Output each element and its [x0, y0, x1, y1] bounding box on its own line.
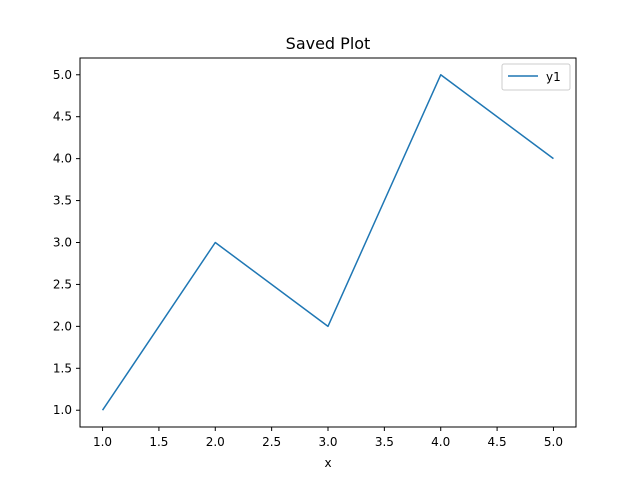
- legend-box: [501, 63, 571, 91]
- x-tick-label: 3.0: [318, 435, 337, 449]
- y-tick-label: 1.5: [53, 361, 72, 375]
- x-tick-label: 5.0: [544, 435, 563, 449]
- y-tick-label: 2.0: [53, 319, 72, 333]
- y-tick-label: 4.0: [53, 152, 72, 166]
- x-tick-label: 1.5: [149, 435, 168, 449]
- y-tick-label: 5.0: [53, 68, 72, 82]
- y-tick-label: 3.0: [53, 236, 72, 250]
- x-tick-label: 4.5: [488, 435, 507, 449]
- x-tick-label: 4.0: [431, 435, 450, 449]
- x-axis-label: x: [324, 456, 331, 470]
- plot-area: [101, 74, 554, 411]
- y-tick-label: 2.5: [53, 277, 72, 291]
- x-tick-label: 2.5: [262, 435, 281, 449]
- y-tick-label: 3.5: [53, 194, 72, 208]
- y-tick-label: 4.5: [53, 110, 72, 124]
- x-tick-label: 3.5: [375, 435, 394, 449]
- x-tick-label: 1.0: [93, 435, 112, 449]
- legend-label-y1: y1: [546, 70, 561, 84]
- y-tick-label: 1.0: [53, 403, 72, 417]
- chart-title: Saved Plot: [286, 34, 371, 53]
- legend: y1: [501, 63, 571, 91]
- x-tick-label: 2.0: [206, 435, 225, 449]
- y-axis: 1.0 1.5 2.0 2.5 3.0 3.5 4.0 4.5 5.0: [53, 68, 80, 417]
- x-axis: 1.0 1.5 2.0 2.5 3.0 3.5 4.0 4.5 5.0: [93, 427, 563, 449]
